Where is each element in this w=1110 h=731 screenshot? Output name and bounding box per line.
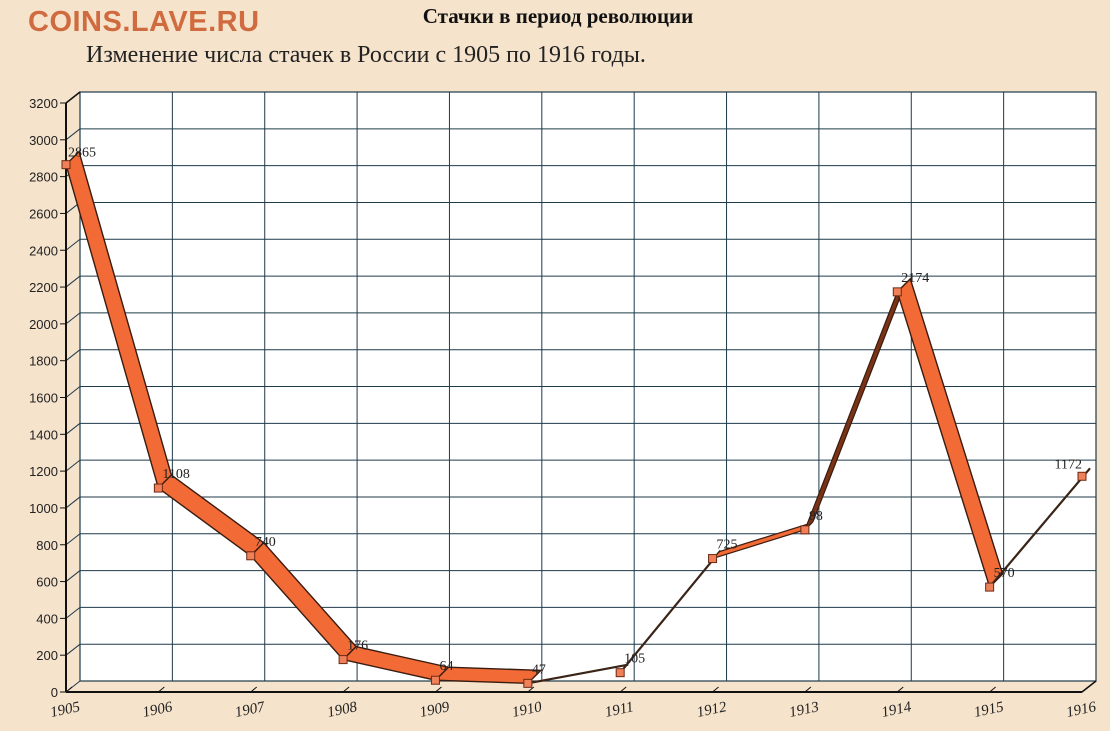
data-label: 725 bbox=[717, 538, 738, 553]
y-tick-label: 400 bbox=[36, 611, 58, 626]
gridline-side bbox=[65, 238, 81, 251]
y-tick-label: 3200 bbox=[29, 96, 58, 111]
y-tick-label: 2600 bbox=[29, 206, 58, 221]
series-segment bbox=[988, 467, 1091, 588]
data-point bbox=[985, 582, 995, 592]
x-tick-label: 1907 bbox=[234, 699, 268, 721]
data-label: 1172 bbox=[1055, 457, 1082, 472]
y-tick-label: 1800 bbox=[29, 354, 58, 369]
gridline-side bbox=[65, 496, 81, 509]
data-point bbox=[615, 668, 625, 678]
x-tick-mark bbox=[527, 686, 535, 693]
x-tick-label: 1909 bbox=[418, 699, 451, 721]
gridline-side bbox=[65, 606, 81, 619]
data-point bbox=[430, 675, 440, 685]
x-tick-label: 1916 bbox=[1065, 699, 1098, 721]
x-tick-label: 1905 bbox=[49, 699, 82, 721]
site-watermark: COINS.LAVE.RU bbox=[28, 6, 260, 38]
x-tick-mark bbox=[989, 686, 996, 693]
data-point bbox=[523, 678, 533, 688]
data-point bbox=[708, 554, 718, 564]
y-tick-label: 1200 bbox=[29, 464, 58, 479]
data-label: 176 bbox=[347, 639, 368, 654]
y-tick-label: 1400 bbox=[29, 427, 58, 442]
y-tick-label: 200 bbox=[36, 648, 58, 663]
x-tick-mark bbox=[712, 686, 719, 693]
x-tick-mark bbox=[65, 686, 73, 693]
gridline-side bbox=[65, 275, 81, 288]
y-tick-label: 2400 bbox=[29, 243, 58, 258]
x-tick-mark bbox=[158, 686, 165, 693]
data-point bbox=[61, 160, 71, 170]
x-tick-mark bbox=[619, 686, 627, 693]
y-tick-label: 2000 bbox=[29, 317, 58, 332]
gridline-side bbox=[65, 533, 81, 546]
gridline-side bbox=[65, 459, 81, 472]
y-tick-label: 1600 bbox=[29, 391, 58, 406]
y-tick-label: 0 bbox=[51, 685, 58, 700]
series-segment bbox=[527, 663, 629, 685]
x-tick-mark bbox=[896, 686, 904, 693]
data-point bbox=[800, 525, 810, 535]
chart-title: Стачки в период революции bbox=[422, 4, 694, 28]
gridline-side bbox=[65, 422, 81, 435]
series-segment bbox=[896, 277, 1004, 589]
data-point bbox=[338, 655, 348, 665]
data-label: 64 bbox=[439, 659, 453, 674]
x-tick-mark bbox=[1081, 686, 1089, 693]
y-tick-label: 2800 bbox=[29, 170, 58, 185]
gridline-side bbox=[65, 349, 81, 362]
x-tick-label: 1915 bbox=[972, 699, 1005, 721]
data-label: 105 bbox=[624, 652, 645, 667]
data-label: 47 bbox=[532, 662, 546, 677]
gridline-side bbox=[65, 570, 81, 582]
x-tick-label: 1911 bbox=[604, 699, 636, 721]
gridline-side bbox=[65, 312, 81, 325]
x-tick-label: 1912 bbox=[695, 699, 728, 721]
data-label: 1108 bbox=[162, 467, 189, 482]
data-label: 2174 bbox=[901, 271, 929, 286]
series-segment bbox=[433, 666, 543, 685]
x-tick-mark bbox=[250, 686, 258, 693]
data-point bbox=[892, 287, 902, 297]
data-label: 88 bbox=[809, 509, 823, 524]
y-tick-label: 2200 bbox=[29, 280, 58, 295]
data-label: 570 bbox=[994, 566, 1015, 581]
x-tick-label: 1908 bbox=[326, 699, 359, 721]
y-tick-label: 3000 bbox=[29, 133, 58, 148]
gridline-side bbox=[65, 128, 81, 141]
gridline-side bbox=[65, 643, 81, 656]
y-tick-label: 600 bbox=[36, 575, 58, 590]
x-tick-mark bbox=[804, 686, 812, 693]
gridline-side bbox=[65, 386, 81, 398]
data-point bbox=[1077, 471, 1087, 481]
data-label: 740 bbox=[255, 535, 276, 550]
y-tick-label: 1000 bbox=[29, 501, 58, 516]
x-tick-label: 1910 bbox=[511, 699, 544, 721]
y-tick-label: 800 bbox=[36, 538, 58, 553]
y-axis-top bbox=[65, 91, 81, 104]
data-point bbox=[246, 551, 256, 561]
x-tick-mark bbox=[435, 686, 442, 693]
x-tick-label: 1906 bbox=[141, 699, 174, 721]
data-point bbox=[153, 483, 163, 493]
data-label: 2865 bbox=[68, 146, 96, 161]
x-tick-mark bbox=[342, 686, 350, 693]
x-tick-label: 1914 bbox=[880, 699, 913, 721]
x-tick-label: 1913 bbox=[788, 699, 821, 721]
series-segment bbox=[619, 549, 722, 674]
chart-subtitle: Изменение числа стачек в России с 1905 п… bbox=[86, 42, 646, 68]
